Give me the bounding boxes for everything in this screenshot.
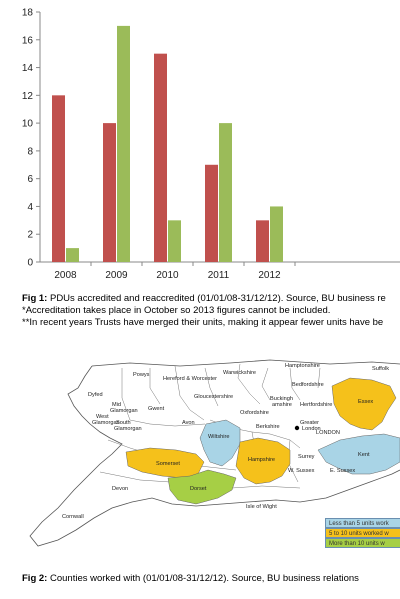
y-tick-label: 6 — [27, 174, 33, 185]
fig1-caption: Fig 1: PDUs accredited and reaccredited … — [22, 293, 386, 305]
label-hamptonshire: Hamptonshire — [285, 363, 320, 369]
bar-2010-series-1 — [154, 53, 167, 262]
label-glamorgan-mid: Glamorgan — [110, 408, 138, 414]
bar-2010-series-2 — [168, 220, 181, 262]
bar-2012-series-2 — [270, 206, 283, 262]
county-essex — [331, 377, 397, 431]
coastline — [29, 359, 400, 547]
x-tick-label-2012: 2012 — [258, 270, 281, 281]
bar-2008-series-1 — [52, 95, 65, 262]
x-tick-label-2008: 2008 — [54, 270, 77, 281]
label-surrey: Surrey — [298, 454, 315, 460]
label-buckingh: Buckingh — [270, 396, 293, 402]
y-tick-label: 14 — [22, 63, 34, 74]
label-suffolk: Suffolk — [372, 366, 389, 372]
fig1-text: PDUs accredited and reaccredited (01/01/… — [49, 293, 386, 304]
label-greater: Greater — [300, 420, 319, 426]
county-kent — [317, 433, 400, 475]
x-tick-label-2011: 2011 — [208, 270, 230, 281]
legend-more-than-10: More than 10 units w — [325, 538, 400, 548]
label-devon: Devon — [112, 486, 128, 492]
county-dorset — [167, 469, 237, 505]
fig2-caption: Fig 2: Counties worked with (01/01/08-31… — [22, 573, 359, 585]
y-tick-label: 0 — [27, 258, 33, 269]
x-tick-label-2010: 2010 — [156, 270, 179, 281]
label-berkshire: Berkshire — [256, 424, 280, 430]
bar-2011-series-1 — [205, 164, 218, 262]
label-hertfordshire: Hertfordshire — [300, 402, 332, 408]
london-marker — [294, 425, 300, 431]
label-bedfordshire: Bedfordshire — [292, 382, 324, 388]
label-essex: Essex — [358, 399, 373, 405]
county-wiltshire — [199, 419, 241, 467]
bar-2008-series-2 — [66, 248, 79, 262]
bar-2009-series-1 — [103, 123, 116, 262]
label-london: London — [302, 426, 321, 432]
fig2-text: Counties worked with (01/01/08-31/12/12)… — [49, 573, 359, 584]
label-gwent: Gwent — [148, 406, 165, 412]
label-hereford: Hereford & Worcester — [163, 376, 217, 382]
y-tick-label: 10 — [22, 119, 34, 130]
label-south: South — [116, 420, 131, 426]
bar-2009-series-2 — [117, 25, 130, 263]
y-tick-label: 8 — [27, 146, 33, 157]
label-amshire: amshire — [272, 402, 292, 408]
label-powys: Powys — [133, 372, 150, 378]
legend-less-than-5: Less than 5 units work — [325, 518, 400, 528]
label-cornwall: Cornwall — [62, 514, 84, 520]
label-west: West — [96, 414, 109, 420]
y-tick-label: 12 — [22, 91, 34, 102]
legend-5-to-10: 5 to 10 units worked w — [325, 528, 400, 538]
label-wsussex: W. Sussex — [288, 468, 315, 474]
label-wiltshire: Wiltshire — [208, 434, 229, 440]
bar-2011-series-2 — [219, 123, 232, 262]
label-hampshire: Hampshire — [248, 457, 275, 463]
label-kent: Kent — [358, 452, 370, 458]
y-tick-label: 18 — [22, 8, 34, 19]
bar-2012-series-1 — [256, 220, 269, 262]
fig1-note-trusts: **In recent years Trusts have merged the… — [22, 317, 384, 328]
county-map: Powys Hereford & Worcester Warwickshire … — [29, 359, 400, 547]
fig2-label: Fig 2: — [22, 573, 48, 584]
label-dorset: Dorset — [190, 486, 207, 492]
y-tick-label: 2 — [27, 230, 33, 241]
label-warwickshire: Warwickshire — [223, 370, 256, 376]
county-hampshire — [235, 437, 291, 485]
label-esussex: E. Sussex — [330, 468, 355, 474]
label-gloucestershire: Gloucestershire — [194, 394, 233, 400]
label-london-point: LONDON — [316, 430, 340, 436]
label-dyfed: Dyfed — [88, 392, 103, 398]
fig1-label: Fig 1: — [22, 293, 48, 304]
y-tick-label: 4 — [27, 202, 33, 213]
bar-chart: 0 2 4 6 8 10 12 14 16 18 2008 2009 2010 2011 2012 — [22, 8, 400, 281]
label-oxfordshire: Oxfordshire — [240, 410, 269, 416]
label-glamorgan-west: Glamorgan — [92, 420, 120, 426]
y-tick-label: 16 — [22, 35, 34, 46]
label-isle-of-wight: Isle of Wight — [246, 504, 277, 510]
label-avon: Avon — [182, 420, 195, 426]
label-mid: Mid — [112, 402, 121, 408]
label-somerset: Somerset — [156, 461, 180, 467]
label-glamorgan-south: Glamorgan — [114, 426, 142, 432]
fig1-note-accreditation: *Accreditation takes place in October so… — [22, 305, 331, 316]
x-tick-label-2009: 2009 — [105, 270, 128, 281]
